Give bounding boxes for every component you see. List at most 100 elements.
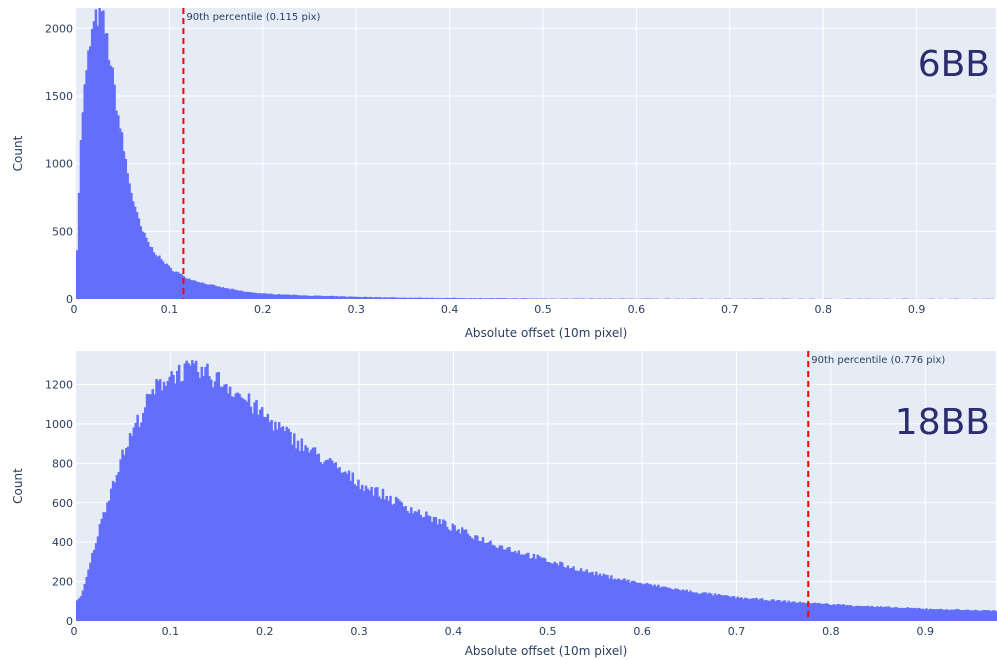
histogram-bar xyxy=(189,365,192,621)
histogram-bar xyxy=(976,610,979,621)
histogram-bar xyxy=(378,297,382,299)
histogram-bar xyxy=(581,571,585,621)
histogram-bar xyxy=(238,393,241,621)
histogram-bar xyxy=(145,237,148,299)
histogram-bar xyxy=(128,183,131,299)
histogram-bar xyxy=(953,609,957,621)
x-tick-label: 0.4 xyxy=(445,625,463,638)
histogram-bar xyxy=(602,573,606,621)
histogram-bar xyxy=(849,605,853,621)
histogram-bar xyxy=(365,296,369,299)
histogram-bar xyxy=(328,296,331,299)
histogram-bar xyxy=(272,294,275,299)
histogram-bar xyxy=(175,271,178,299)
histogram-bar xyxy=(164,385,168,621)
histogram-bar xyxy=(383,499,387,621)
histogram-bar xyxy=(283,294,286,299)
histogram-bar xyxy=(194,360,198,621)
histogram-bar xyxy=(796,602,800,621)
histogram-bar xyxy=(308,452,311,621)
histogram-bar xyxy=(142,412,145,621)
histogram-bar xyxy=(163,264,167,299)
histogram-bar xyxy=(529,298,533,299)
histogram-bar xyxy=(234,393,238,621)
histogram-bar xyxy=(440,298,443,299)
histogram-bar xyxy=(268,293,271,299)
histogram-bar xyxy=(165,263,169,299)
histogram-bar xyxy=(736,596,739,621)
histogram-bar xyxy=(723,595,726,621)
histogram-bar xyxy=(868,606,872,621)
histogram-bar xyxy=(324,296,327,299)
histogram-bar xyxy=(732,596,736,621)
histogram-bar xyxy=(87,569,90,621)
histogram-bar xyxy=(294,294,298,299)
histogram-bar xyxy=(283,431,287,621)
histogram-bar xyxy=(376,487,379,621)
histogram-bar xyxy=(249,406,253,621)
histogram-bar xyxy=(987,610,990,621)
y-tick-label: 600 xyxy=(52,497,73,510)
histogram-bar xyxy=(338,467,341,621)
histogram-bar xyxy=(513,550,517,621)
histogram-bar xyxy=(864,606,868,621)
histogram-bar xyxy=(514,298,518,299)
histogram-bar xyxy=(133,206,137,299)
y-tick-label: 0 xyxy=(66,615,73,628)
histogram-bar xyxy=(417,297,421,299)
histogram-bar xyxy=(105,33,109,300)
histogram-bar xyxy=(657,584,660,621)
histogram-bar xyxy=(662,586,666,621)
histogram-bar xyxy=(955,608,958,621)
histogram-bar xyxy=(292,294,296,299)
histogram-bar xyxy=(881,607,885,621)
histogram-bar xyxy=(959,610,962,621)
histogram-bar xyxy=(898,607,902,621)
histogram-bar xyxy=(496,298,499,299)
histogram-bar xyxy=(617,578,621,621)
histogram-bar xyxy=(730,596,734,621)
histogram-bar xyxy=(525,553,528,621)
histogram-bar xyxy=(536,554,539,621)
histogram-bar xyxy=(274,421,277,621)
histogram-bar xyxy=(442,519,445,621)
histogram-bar xyxy=(477,298,481,299)
histogram-bar xyxy=(521,554,524,621)
histogram-bar xyxy=(500,298,503,299)
histogram-bar xyxy=(623,578,626,621)
histogram-bar xyxy=(288,294,292,299)
histogram-bar xyxy=(276,429,279,621)
histogram-bar xyxy=(187,363,190,621)
histogram-bar xyxy=(262,293,266,299)
histogram-bar xyxy=(231,288,234,299)
histogram-bar xyxy=(698,594,702,621)
histogram-bar xyxy=(377,496,381,621)
x-tick-label: 0.6 xyxy=(633,625,651,638)
histogram-bar xyxy=(857,605,860,621)
histogram-bar xyxy=(200,366,204,621)
x-tick-label: 0.2 xyxy=(256,625,274,638)
histogram-bar xyxy=(413,511,417,621)
histogram-bar xyxy=(351,472,355,621)
histogram-bar xyxy=(253,292,256,299)
histogram-bar xyxy=(511,552,515,621)
histogram-bar xyxy=(449,298,453,299)
histogram-bar xyxy=(432,297,436,299)
histogram-bar xyxy=(380,297,383,299)
histogram-bar xyxy=(404,297,408,299)
histogram-bar xyxy=(604,574,607,621)
histogram-bar xyxy=(795,602,798,621)
histogram-bar xyxy=(161,261,165,299)
histogram-bar xyxy=(561,562,564,621)
histogram-bar xyxy=(419,514,422,621)
histogram-bar xyxy=(355,485,358,621)
histogram-bar xyxy=(348,296,352,299)
histogram-bar xyxy=(644,583,647,621)
histogram-bar xyxy=(203,283,206,299)
histogram-bar xyxy=(498,545,502,621)
histogram-bar xyxy=(257,293,260,299)
histogram-bar xyxy=(302,450,305,621)
histogram-bar xyxy=(653,584,656,621)
histogram-bar xyxy=(847,605,851,621)
histogram-bar xyxy=(968,610,972,621)
